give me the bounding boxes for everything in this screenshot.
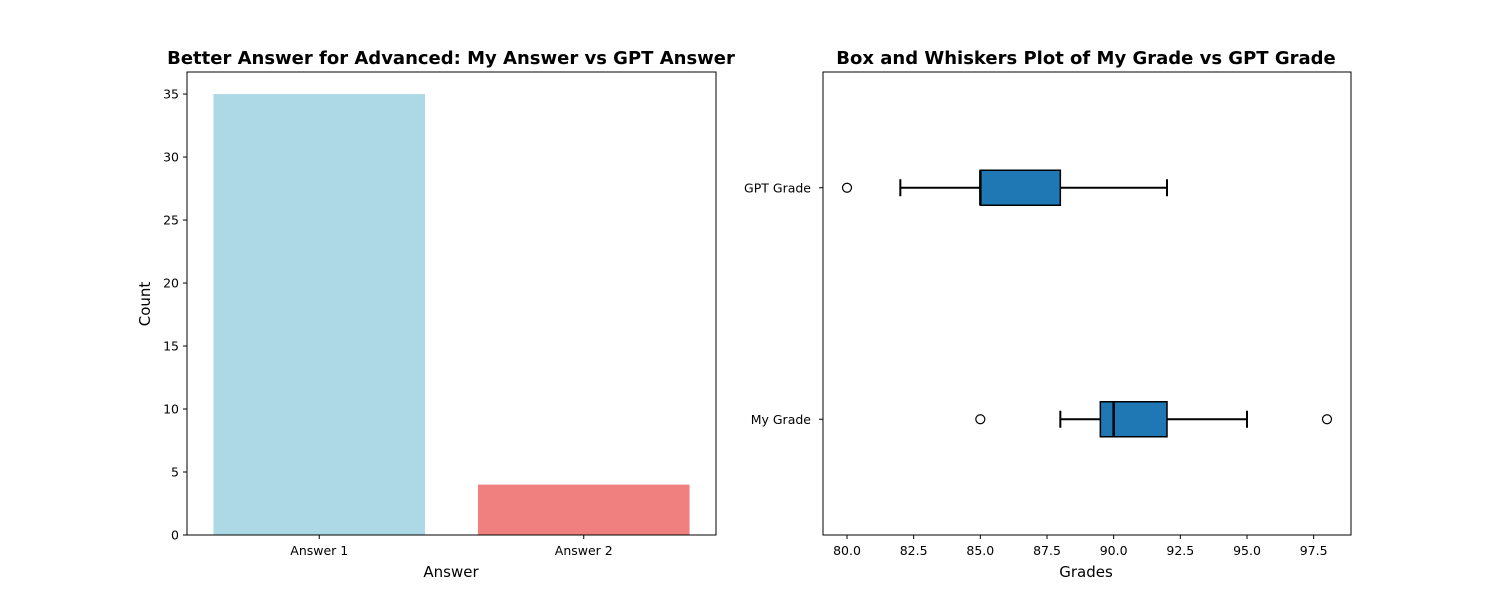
y-tick-label: 30 [163, 150, 179, 165]
bar-chart-x-ticks: Answer 1 Answer 2 [290, 535, 613, 558]
box-chart-x-ticks: 80.0 82.5 85.0 87.5 90.0 92.5 95.0 97.5 [833, 535, 1328, 558]
box-chart-x-axis-label: Grades [1059, 563, 1113, 581]
bar-chart: Better Answer for Advanced: My Answer vs… [136, 48, 735, 581]
x-tick-label: 95.0 [1233, 543, 1261, 558]
box-my-grade [975, 401, 1333, 438]
box-chart-marks [841, 169, 1333, 438]
x-tick-label: 92.5 [1166, 543, 1194, 558]
x-tick-label: 85.0 [966, 543, 994, 558]
bar-chart-marks [213, 94, 690, 536]
x-tick-label: 97.5 [1300, 543, 1328, 558]
y-tick-label: 10 [163, 402, 179, 417]
bar-chart-plot-frame [186, 71, 717, 536]
box-chart-y-ticks: My Grade GPT Grade [744, 180, 823, 427]
box-chart-title: Box and Whiskers Plot of My Grade vs GPT… [836, 48, 1335, 69]
y-tick-label: GPT Grade [744, 180, 811, 195]
y-tick-label: 0 [171, 528, 179, 543]
bar-chart-y-axis-label: Count [136, 282, 154, 327]
bar-1 [213, 94, 426, 536]
box-chart: Box and Whiskers Plot of My Grade vs GPT… [744, 48, 1352, 581]
y-tick-label: My Grade [751, 412, 812, 427]
box-chart-plot-frame [822, 71, 1352, 536]
bar-chart-title: Better Answer for Advanced: My Answer vs… [167, 48, 735, 69]
bar-chart-y-ticks: 0 5 10 15 20 25 30 35 [163, 87, 187, 543]
iqr-box [1099, 401, 1168, 438]
bar-2 [477, 484, 690, 535]
outlier-point [1321, 414, 1333, 425]
x-tick-label: Answer 1 [290, 543, 348, 558]
y-tick-label: 20 [163, 276, 179, 291]
y-tick-label: 25 [163, 213, 179, 228]
x-tick-label: 80.0 [833, 543, 861, 558]
y-tick-label: 35 [163, 87, 179, 102]
x-tick-label: 90.0 [1100, 543, 1128, 558]
outlier-point [975, 414, 986, 425]
y-tick-label: 15 [163, 339, 179, 354]
x-tick-label: Answer 2 [555, 543, 613, 558]
y-tick-label: 5 [171, 465, 179, 480]
x-tick-label: 82.5 [900, 543, 928, 558]
bar-chart-x-axis-label: Answer [423, 563, 479, 581]
x-tick-label: 87.5 [1033, 543, 1061, 558]
box-gpt-grade [841, 169, 1168, 206]
iqr-box [979, 169, 1062, 206]
outlier-point [841, 182, 853, 193]
